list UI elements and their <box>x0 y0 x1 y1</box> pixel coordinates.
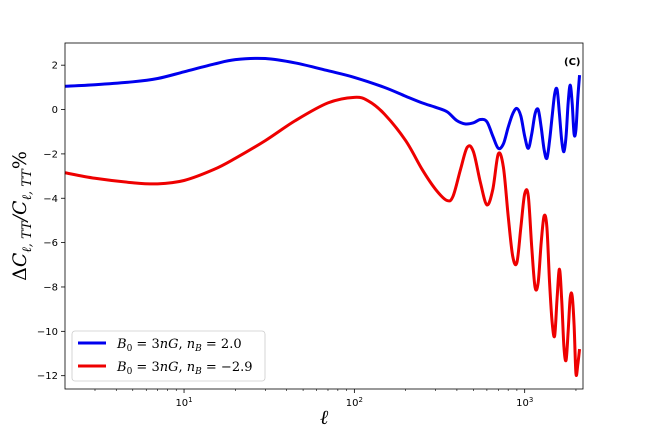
y-axis-label: ΔCℓ, TT/Cℓ, TT% <box>9 151 35 281</box>
x-axis-label: ℓ <box>320 405 329 429</box>
series-layer <box>64 56 582 377</box>
plot-frame <box>64 42 584 390</box>
y-tick-label: −10 <box>37 327 58 338</box>
y-tick-label: 2 <box>52 61 58 72</box>
legend-box <box>71 330 266 382</box>
x-tick-label: 103 <box>516 396 533 409</box>
y-tick-label: −8 <box>43 282 58 293</box>
x-tick-label: 101 <box>175 396 192 409</box>
y-tick-label: −12 <box>37 371 58 382</box>
series-line-2 <box>64 95 582 377</box>
ticks-layer: 101 102 103 2 0 −2 −4 −6 −8 −10 −12 <box>37 61 577 409</box>
y-tick-label: −2 <box>43 149 58 160</box>
series-line-1 <box>64 56 582 161</box>
x-tick-label: 102 <box>346 396 363 409</box>
y-tick-label: −4 <box>43 194 58 205</box>
legend: B0 = 3nG, nB = 2.0 B0 = 3nG, nB = −2.9 <box>71 330 266 382</box>
legend-label-2: B0 = 3nG, nB = −2.9 <box>116 360 253 377</box>
legend-label-1: B0 = 3nG, nB = 2.0 <box>116 337 242 354</box>
chart-annotation: (C) <box>564 57 580 68</box>
y-tick-label: −6 <box>43 238 58 249</box>
y-tick-label: 0 <box>52 105 58 116</box>
